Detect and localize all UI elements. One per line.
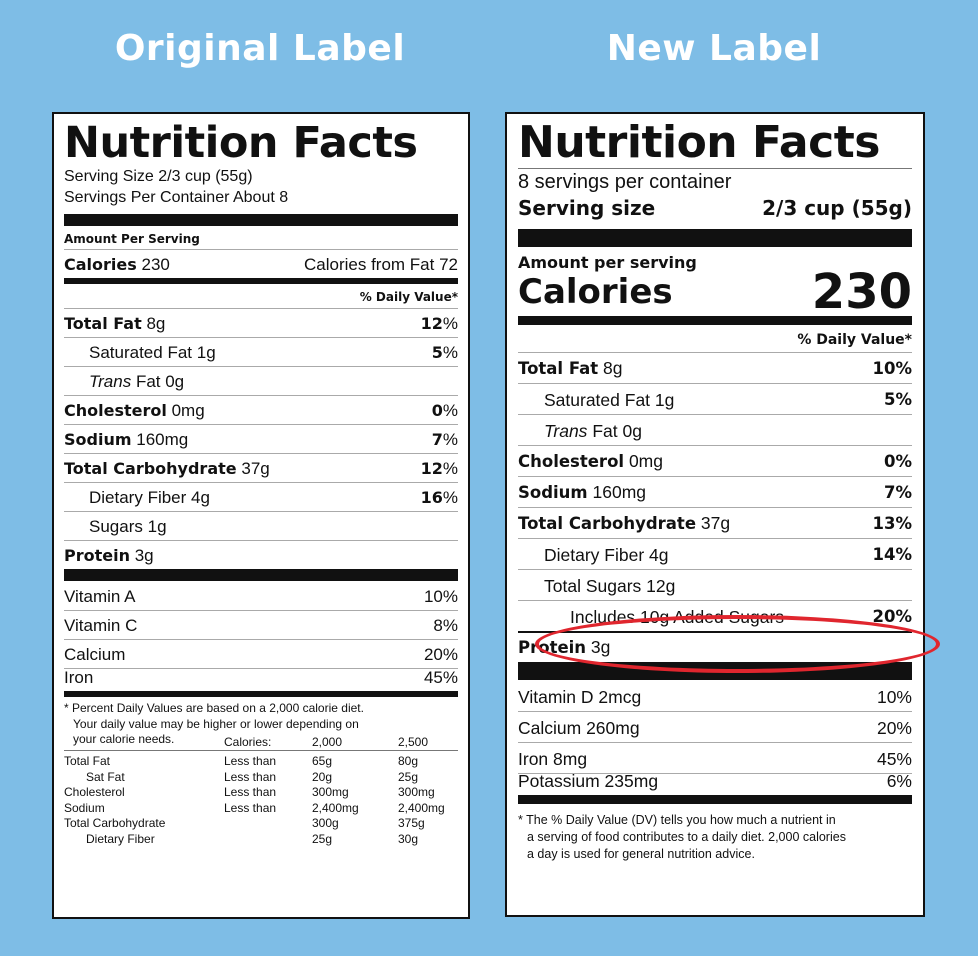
thick-divider <box>518 229 912 247</box>
dv-total-fat: 10% <box>872 359 913 378</box>
nutrient-saturated-fat: Saturated Fat 1g <box>89 343 216 362</box>
nutrient-saturated-fat: Saturated Fat 1g <box>544 390 675 410</box>
nutrient-added-sugars: Includes 10g Added Sugars <box>570 607 785 627</box>
new-label-heading: New Label <box>606 28 822 69</box>
calcium: Calcium <box>64 645 126 664</box>
servings-per-container: 8 servings per container <box>518 171 732 193</box>
medium-divider <box>64 278 458 284</box>
calories-value: 230 <box>141 255 170 274</box>
new-nutrition-label: Nutrition Facts 8 servings per container… <box>505 112 925 917</box>
calories-label: Calories <box>64 255 137 274</box>
nutrient-sodium: Sodium 160mg <box>64 430 189 449</box>
dv-vitamin-c: 8% <box>433 616 458 635</box>
calories-row: Calories 230 <box>64 254 170 276</box>
dv-total-carbohydrate: 12% <box>420 459 458 478</box>
nutrient-cholesterol: Cholesterol 0mg <box>518 451 663 471</box>
dv-vitamin-a: 10% <box>423 587 458 606</box>
vitamin-d: Vitamin D 2mcg <box>518 687 642 707</box>
daily-value-header: % Daily Value* <box>797 332 912 348</box>
amount-per-serving: Amount Per Serving <box>64 232 200 246</box>
calories-label: Calories <box>518 272 673 312</box>
nutrient-total-carbohydrate: Total Carbohydrate 37g <box>64 459 270 478</box>
vitamin-a: Vitamin A <box>64 587 136 606</box>
serving-size-row: Serving size 2/3 cup (55g) <box>518 195 912 221</box>
dv-sodium: 7% <box>883 483 912 502</box>
thick-divider <box>64 214 458 226</box>
dv-total-fat: 12% <box>420 314 458 333</box>
nutrition-facts-title: Nutrition Facts <box>518 117 880 168</box>
dv-calcium: 20% <box>423 645 458 664</box>
nutrient-dietary-fiber: Dietary Fiber 4g <box>89 488 210 507</box>
calcium: Calcium 260mg <box>518 718 640 738</box>
dv-vitamin-d: 10% <box>876 687 912 707</box>
dv-total-carbohydrate: 13% <box>872 514 913 533</box>
serving-size-label: Serving size <box>518 196 656 220</box>
dv-calcium: 20% <box>876 718 912 738</box>
nutrient-dietary-fiber: Dietary Fiber 4g <box>544 545 669 565</box>
vitamin-c: Vitamin C <box>64 616 138 635</box>
nutrient-trans-fat: Trans Fat 0g <box>544 421 642 441</box>
dv-sodium: 7% <box>431 430 458 449</box>
original-label-heading: Original Label <box>114 28 406 69</box>
dv-saturated-fat: 5% <box>883 390 912 409</box>
nutrient-sodium: Sodium 160mg <box>518 482 647 502</box>
footnote: * Percent Daily Values are based on a 2,… <box>64 701 364 746</box>
calories-row: Calories 230 <box>518 264 912 320</box>
nutrient-total-carbohydrate: Total Carbohydrate 37g <box>518 513 731 533</box>
nutrient-trans-fat: Trans Fat 0g <box>89 372 185 391</box>
amount-per-serving: Amount per serving <box>518 253 697 272</box>
daily-value-header: % Daily Value* <box>359 290 458 304</box>
iron: Iron <box>64 668 94 687</box>
footnote: * The % Daily Value (DV) tells you how m… <box>518 813 846 861</box>
nutrient-total-sugars: Total Sugars 12g <box>544 576 676 596</box>
dv-cholesterol: 0% <box>883 452 912 471</box>
medium-divider <box>518 316 912 325</box>
calories-value: 230 <box>811 264 912 320</box>
nutrient-total-fat: Total Fat 8g <box>518 358 623 378</box>
nutrient-cholesterol: Cholesterol 0mg <box>64 401 205 420</box>
dv-cholesterol: 0% <box>431 401 458 420</box>
nutrient-protein: Protein 3g <box>64 546 154 565</box>
servings-per-container: Servings Per Container About 8 <box>64 189 289 206</box>
dv-saturated-fat: 5% <box>431 343 458 362</box>
nutrient-total-fat: Total Fat 8g <box>64 314 166 333</box>
potassium: Potassium 235mg <box>518 771 659 791</box>
calories-from-fat: Calories from Fat 72 <box>304 255 458 274</box>
iron: Iron 8mg <box>518 749 588 769</box>
dv-iron: 45% <box>423 668 458 687</box>
thick-divider <box>64 569 458 581</box>
serving-size: Serving Size 2/3 cup (55g) <box>64 168 253 185</box>
nutrient-protein: Protein 3g <box>518 637 611 657</box>
nutrition-facts-title: Nutrition Facts <box>64 118 418 168</box>
dv-dietary-fiber: 14% <box>872 545 913 564</box>
dv-potassium: 6% <box>886 771 912 791</box>
daily-values-footer-table: Calories: 2,000 2,500 Total Fat Less than… <box>64 735 458 848</box>
original-nutrition-label: Nutrition Facts Serving Size 2/3 cup (55… <box>52 112 470 919</box>
nutrient-sugars: Sugars 1g <box>89 517 167 536</box>
dv-iron: 45% <box>876 749 912 769</box>
thick-divider <box>518 662 912 680</box>
dv-added-sugars: 20% <box>872 607 913 626</box>
serving-size-value: 2/3 cup (55g) <box>762 196 912 220</box>
dv-dietary-fiber: 16% <box>420 488 458 507</box>
